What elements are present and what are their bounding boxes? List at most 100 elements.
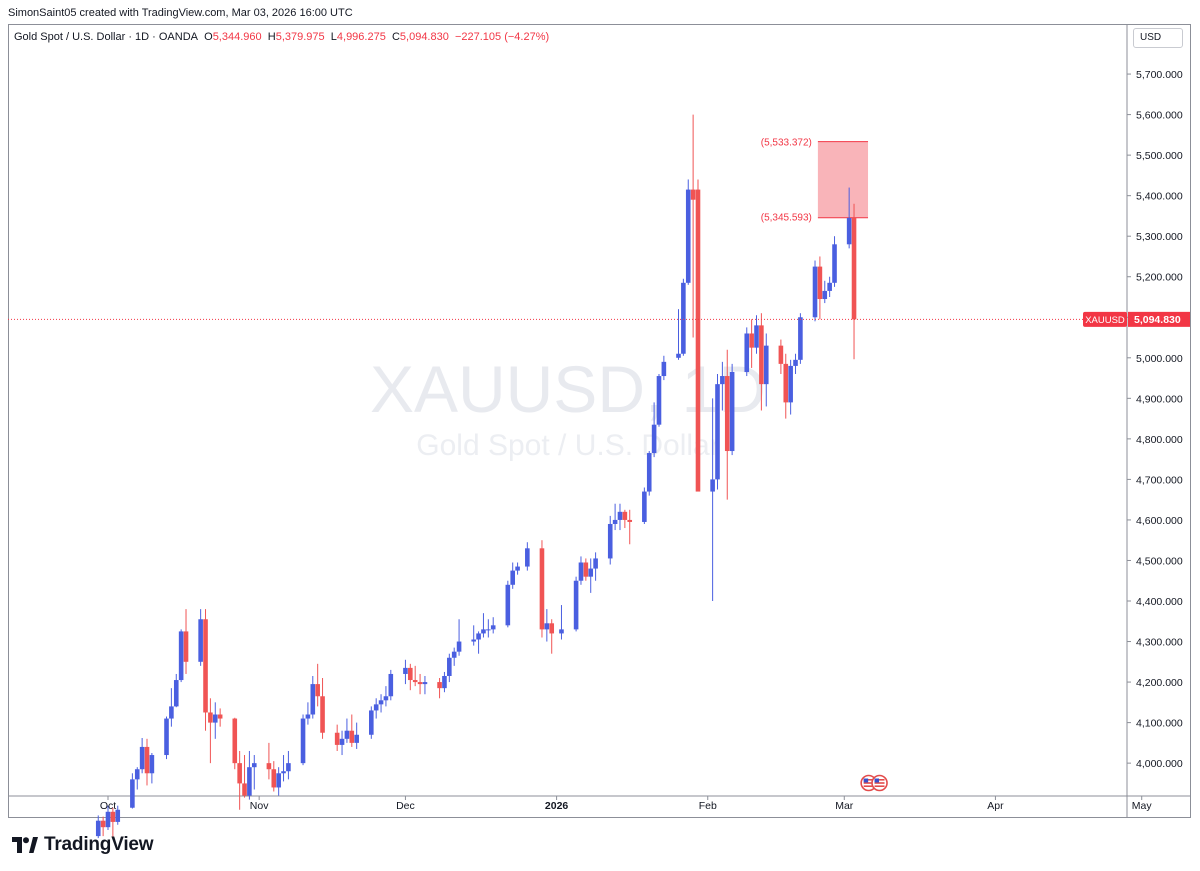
candle-body [383, 696, 389, 701]
y-tick-label: 5,300.000 [1136, 231, 1183, 243]
watermark-name: Gold Spot / U.S. Dollar [416, 429, 719, 462]
x-tick-label: Dec [396, 800, 415, 812]
candle-down [408, 663, 413, 691]
candle-body [525, 548, 530, 567]
y-tick-label: 4,300.000 [1136, 637, 1183, 649]
candle-up [832, 236, 837, 287]
high-value: 5,379.975 [275, 31, 325, 43]
candle-body [646, 453, 652, 492]
change-value: −227.105 (−4.27%) [454, 31, 550, 43]
symbol-tag-label: XAUUSD [1085, 315, 1125, 326]
candle-body [607, 523, 613, 559]
candle-body [720, 376, 725, 385]
candle-up [344, 718, 350, 743]
candle-body [642, 491, 647, 522]
x-tick-label: Apr [987, 800, 1004, 812]
y-tick-label: 4,500.000 [1136, 555, 1183, 567]
candle-body [583, 562, 589, 577]
candle-up [588, 558, 594, 593]
zone-box[interactable]: (5,533.372) (5,345.593) [761, 138, 869, 224]
candle-body [110, 811, 116, 822]
symbol-tag [1083, 311, 1127, 327]
candle-down [334, 724, 340, 751]
candle-body [827, 282, 832, 291]
candle-down [690, 114, 696, 338]
last-price-tag [1128, 311, 1190, 327]
candle-down [315, 663, 320, 707]
candle-body [822, 290, 828, 300]
candle-down [208, 698, 213, 764]
candle-body [510, 570, 516, 585]
candle-body [622, 511, 628, 520]
candle-up [476, 631, 481, 654]
candle-up [378, 694, 384, 713]
candle-up [715, 374, 720, 490]
candle-up [710, 398, 715, 602]
candle-up [354, 722, 359, 749]
candle-down [695, 179, 701, 492]
candle-body [164, 718, 169, 756]
flag-stripe [863, 779, 874, 781]
candle-body [846, 217, 852, 245]
candle-up [95, 815, 101, 839]
us-flag-event-icon[interactable] [871, 774, 888, 792]
candle-down [183, 609, 189, 674]
candle-up [447, 653, 452, 683]
y-tick-label: 4,200.000 [1136, 677, 1183, 689]
events[interactable] [860, 774, 888, 792]
candle-body [549, 623, 555, 634]
candle-down [817, 256, 823, 320]
candle-body [149, 755, 155, 774]
zone-upper-label: (5,533.372) [761, 138, 812, 149]
candle-up [486, 619, 491, 638]
candle-up [310, 675, 316, 719]
candle-up [471, 625, 476, 646]
open-label: O [204, 31, 213, 43]
candle-body [271, 769, 277, 788]
candle-down [266, 742, 272, 780]
candle-body [486, 629, 491, 631]
candle-body [627, 519, 633, 522]
candle-body [281, 771, 286, 774]
candle-up [578, 556, 584, 585]
candle-body [763, 345, 769, 385]
candle-body [378, 700, 384, 705]
chart-credit: SimonSaint05 created with TradingView.co… [8, 7, 353, 19]
candle-up [383, 686, 389, 707]
tradingview-logo[interactable]: TradingView [12, 834, 154, 856]
candle-body [578, 562, 584, 581]
candle-body [354, 734, 359, 743]
flag-canton [874, 778, 880, 783]
candle-up [373, 698, 379, 719]
y-tick-label: 4,000.000 [1136, 758, 1183, 770]
candle-body [286, 763, 291, 772]
candle-body [588, 568, 594, 577]
last-price: XAUUSD 5,094.830 [8, 311, 1190, 327]
candle-body [812, 266, 818, 318]
candle-body [403, 667, 408, 674]
candle-down [724, 349, 730, 500]
candle-down [417, 673, 423, 695]
candle-up [451, 647, 457, 666]
candle-body [266, 763, 272, 770]
watermark: XAUUSD, 1D Gold Spot / U.S. Dollar [370, 352, 766, 462]
candle-up [656, 374, 662, 427]
candle-up [251, 755, 257, 790]
candle-body [559, 629, 564, 634]
candle-body [247, 767, 252, 796]
candle-body [798, 317, 803, 360]
currency-selector[interactable]: USD [1133, 28, 1183, 48]
candle-down [232, 717, 238, 770]
candle-down [242, 755, 247, 798]
candle-body [169, 706, 174, 719]
candle-body [212, 714, 218, 723]
candle-body [593, 558, 598, 569]
candle-up [481, 613, 486, 638]
candle-up [525, 542, 530, 571]
candle-body [729, 371, 735, 452]
candle-body [490, 625, 496, 630]
zone-rect[interactable] [817, 141, 869, 218]
candle-up [149, 753, 155, 784]
x-tick-label: Mar [835, 800, 854, 812]
